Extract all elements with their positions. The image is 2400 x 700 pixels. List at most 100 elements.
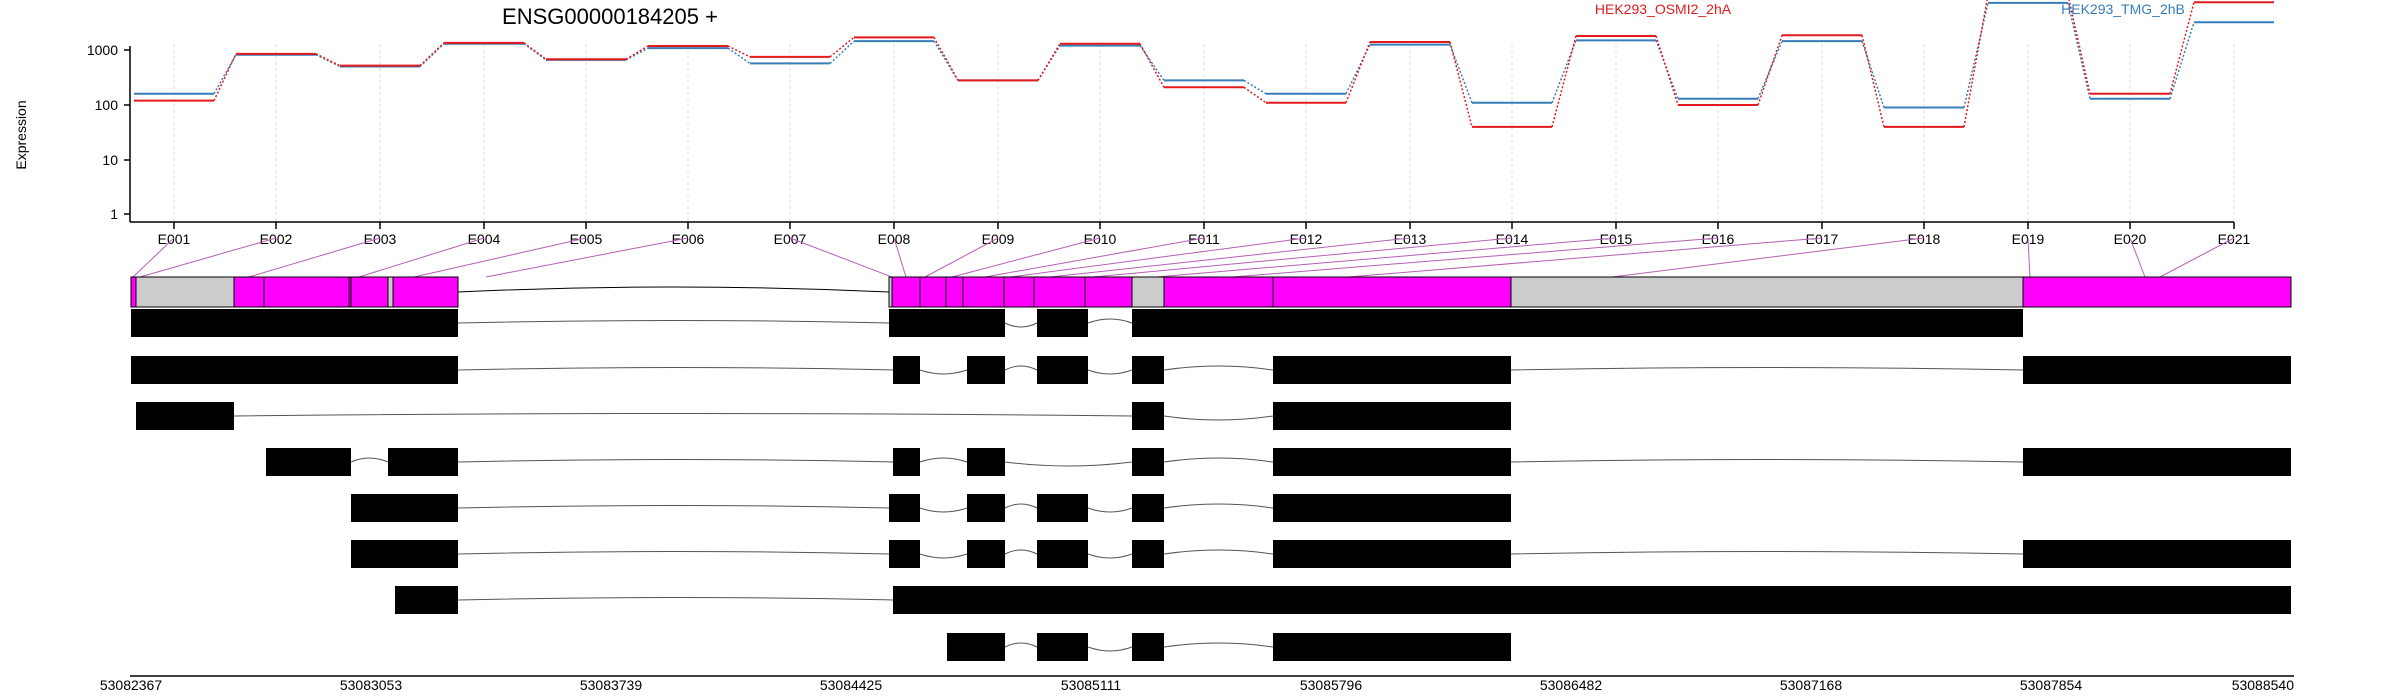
y-tick-label-10: 10 — [102, 152, 118, 168]
genomic-tick-label-9: 53087854 — [2020, 677, 2083, 693]
x-tick-label-E001: E001 — [158, 231, 191, 247]
transcript-5-intron-2 — [919, 507, 968, 513]
transcript-8-intron-2 — [1087, 646, 1133, 652]
series-1-connector-9 — [1037, 43, 1061, 81]
transcript-5-intron-5 — [1163, 503, 1274, 509]
x-tick-label-E015: E015 — [1600, 231, 1633, 247]
series-1-connector-19 — [2068, 0, 2091, 94]
x-tick-label-E014: E014 — [1496, 231, 1529, 247]
transcript-4-exon-3 — [893, 448, 920, 476]
transcript-4-intron-4 — [1004, 461, 1133, 467]
transcript-2-exon-5 — [1132, 356, 1164, 384]
transcript-8-exon-4 — [1273, 633, 1511, 661]
series-2-connector-7 — [829, 40, 855, 64]
gene-model-part-4 — [263, 276, 350, 308]
transcript-1-exon-4 — [1132, 309, 2023, 337]
y-tick-label-1: 1 — [110, 206, 118, 222]
series-2 — [134, 1, 2274, 109]
transcript-3-intron-2 — [1163, 415, 1274, 421]
transcript-1 — [131, 309, 2023, 337]
genomic-tick-label-5: 53085111 — [1061, 677, 1121, 693]
series-2-connector-20 — [2169, 21, 2195, 99]
exon-connector-E002 — [139, 237, 277, 278]
transcript-5-intron-3 — [1004, 503, 1038, 509]
transcript-4-intron-2 — [457, 459, 894, 463]
exon-connector-E017 — [1347, 237, 1823, 278]
legend: HEK293_OSMI2_2hA HEK293_TMG_2hB — [1595, 1, 2185, 17]
series-1-connector-11 — [1243, 86, 1267, 104]
exon-connector-E018 — [1611, 237, 1925, 278]
x-tick-label-E018: E018 — [1908, 231, 1941, 247]
genomic-tick-label-2: 53083053 — [340, 677, 403, 693]
gene-model-part-6 — [350, 276, 389, 308]
gene-model-part-8 — [392, 276, 459, 308]
exon-connector-E004 — [358, 237, 485, 278]
transcript-4-exon-5 — [1132, 448, 1164, 476]
gene-model — [130, 276, 2292, 308]
genomic-tick-label-10: 53088540 — [2232, 677, 2295, 693]
series-2-connector-2 — [315, 54, 341, 68]
gene-model-part-7 — [387, 276, 394, 308]
x-tick-label-E017: E017 — [1806, 231, 1839, 247]
transcript-2-intron-3 — [1004, 365, 1038, 371]
x-tick-label-E003: E003 — [364, 231, 397, 247]
x-tick-label-E012: E012 — [1290, 231, 1323, 247]
series-1-connector-3 — [419, 42, 445, 67]
transcript-8-intron-1 — [1004, 642, 1038, 648]
exon-connector-E015 — [1155, 237, 1617, 278]
transcript-6-exon-5 — [1132, 540, 1164, 568]
exon-connector-E010 — [951, 237, 1101, 278]
series-1 — [134, 0, 2274, 128]
transcript-6-intron-4 — [1087, 553, 1133, 559]
transcript-4-exon-6 — [1273, 448, 1511, 476]
gene-model-part-10 — [891, 276, 921, 308]
series-1-connector-16 — [1757, 35, 1783, 106]
transcript-tracks — [131, 309, 2291, 661]
gene-model-part-20 — [1510, 276, 2024, 308]
gene-model-part-19 — [1272, 276, 1512, 308]
transcript-7-exon-1 — [395, 586, 458, 614]
series-1-connector-5 — [625, 45, 649, 60]
x-tick-label-E011: E011 — [1188, 231, 1220, 247]
x-tick-label-E010: E010 — [1084, 231, 1117, 247]
series-2-connector-14 — [1551, 40, 1577, 103]
transcript-5-intron-1 — [457, 505, 890, 509]
transcript-5-exon-3 — [967, 494, 1005, 522]
genomic-tick-label-3: 53083739 — [580, 677, 643, 693]
transcript-4-intron-3 — [919, 457, 968, 463]
exon-connector-E003 — [248, 237, 381, 278]
transcript-6-intron-2 — [919, 553, 968, 559]
transcript-6 — [351, 540, 2291, 568]
series-1-connector-18 — [1963, 0, 1988, 128]
gene-model-intron — [457, 286, 890, 293]
transcript-5 — [351, 494, 1511, 522]
transcript-1-intron-2 — [1004, 322, 1038, 328]
y-axis-label: Expression — [13, 100, 29, 169]
series-2-connector-11 — [1243, 79, 1267, 95]
gene-model-part-15 — [1033, 276, 1086, 308]
gene-model-part-18 — [1163, 276, 1274, 308]
series-2-connector-8 — [933, 40, 959, 81]
transcript-5-intron-4 — [1087, 507, 1133, 513]
transcript-3 — [136, 402, 1511, 430]
transcript-8-intron-3 — [1163, 642, 1274, 648]
transcript-7-intron-1 — [457, 597, 894, 601]
exon-connectors — [132, 237, 2235, 278]
transcript-6-exon-7 — [2023, 540, 2291, 568]
transcript-5-exon-2 — [889, 494, 920, 522]
transcript-6-exon-3 — [967, 540, 1005, 568]
genomic-tick-label-7: 53086482 — [1540, 677, 1603, 693]
transcript-4-exon-2 — [388, 448, 458, 476]
transcript-2-exon-2 — [893, 356, 920, 384]
exon-connector-E007 — [789, 237, 893, 278]
transcript-5-exon-6 — [1273, 494, 1511, 522]
gene-model-part-2 — [135, 276, 235, 308]
exon-connector-E009 — [924, 237, 999, 278]
series-2-connector-5 — [625, 47, 649, 61]
y-tick-label-100: 100 — [95, 97, 119, 113]
transcript-1-exon-2 — [889, 309, 1005, 337]
genomic-tick-label-8: 53087168 — [1780, 677, 1843, 693]
genomic-tick-label-1: 53082367 — [100, 677, 163, 693]
gene-model-part-14 — [1003, 276, 1035, 308]
